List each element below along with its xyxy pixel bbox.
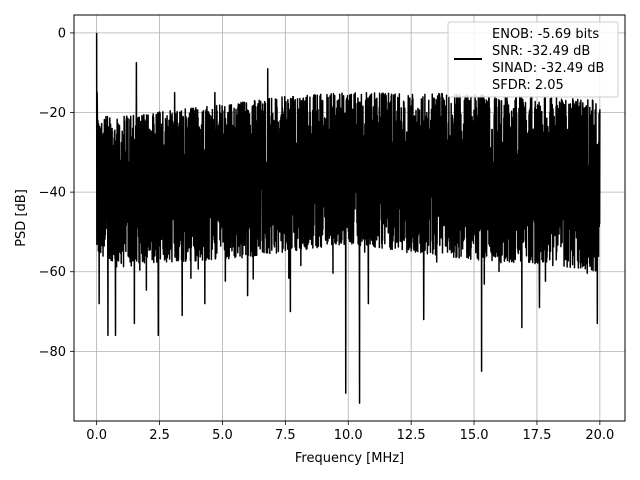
x-tick-label: 7.5 — [275, 428, 296, 443]
legend-sinad: SINAD: -32.49 dB — [492, 61, 604, 76]
legend-enob: ENOB: -5.69 bits — [492, 27, 599, 42]
y-tick-label: 0 — [58, 26, 66, 41]
psd-series — [95, 32, 601, 404]
y-tick-label: −60 — [39, 265, 66, 280]
legend-sfdr: SFDR: 2.05 — [492, 78, 564, 93]
x-tick-label: 20.0 — [585, 428, 614, 443]
x-axis-ticks: 0.0 2.5 5.0 7.5 10.0 12.5 15.0 17.5 20.0 — [86, 421, 614, 443]
legend-snr: SNR: -32.49 dB — [492, 44, 590, 59]
x-axis-label: Frequency [MHz] — [295, 451, 404, 466]
x-tick-label: 10.0 — [334, 428, 363, 443]
plot-frame — [73, 14, 626, 422]
legend: ENOB: -5.69 bits SNR: -32.49 dB SINAD: -… — [447, 21, 619, 98]
y-axis-ticks: 0 −20 −40 −60 −80 — [39, 26, 74, 360]
psd-line — [95, 32, 601, 404]
legend-box — [447, 21, 619, 98]
x-tick-label: 0.0 — [86, 428, 107, 443]
x-tick-label: 2.5 — [149, 428, 170, 443]
y-axis-label: PSD [dB] — [14, 189, 29, 247]
x-tick-label: 5.0 — [212, 428, 233, 443]
x-tick-label: 12.5 — [397, 428, 426, 443]
y-tick-label: −80 — [39, 345, 66, 360]
x-tick-label: 15.0 — [460, 428, 489, 443]
y-tick-label: −40 — [39, 186, 66, 201]
x-tick-label: 17.5 — [522, 428, 551, 443]
y-tick-label: −20 — [39, 106, 66, 121]
